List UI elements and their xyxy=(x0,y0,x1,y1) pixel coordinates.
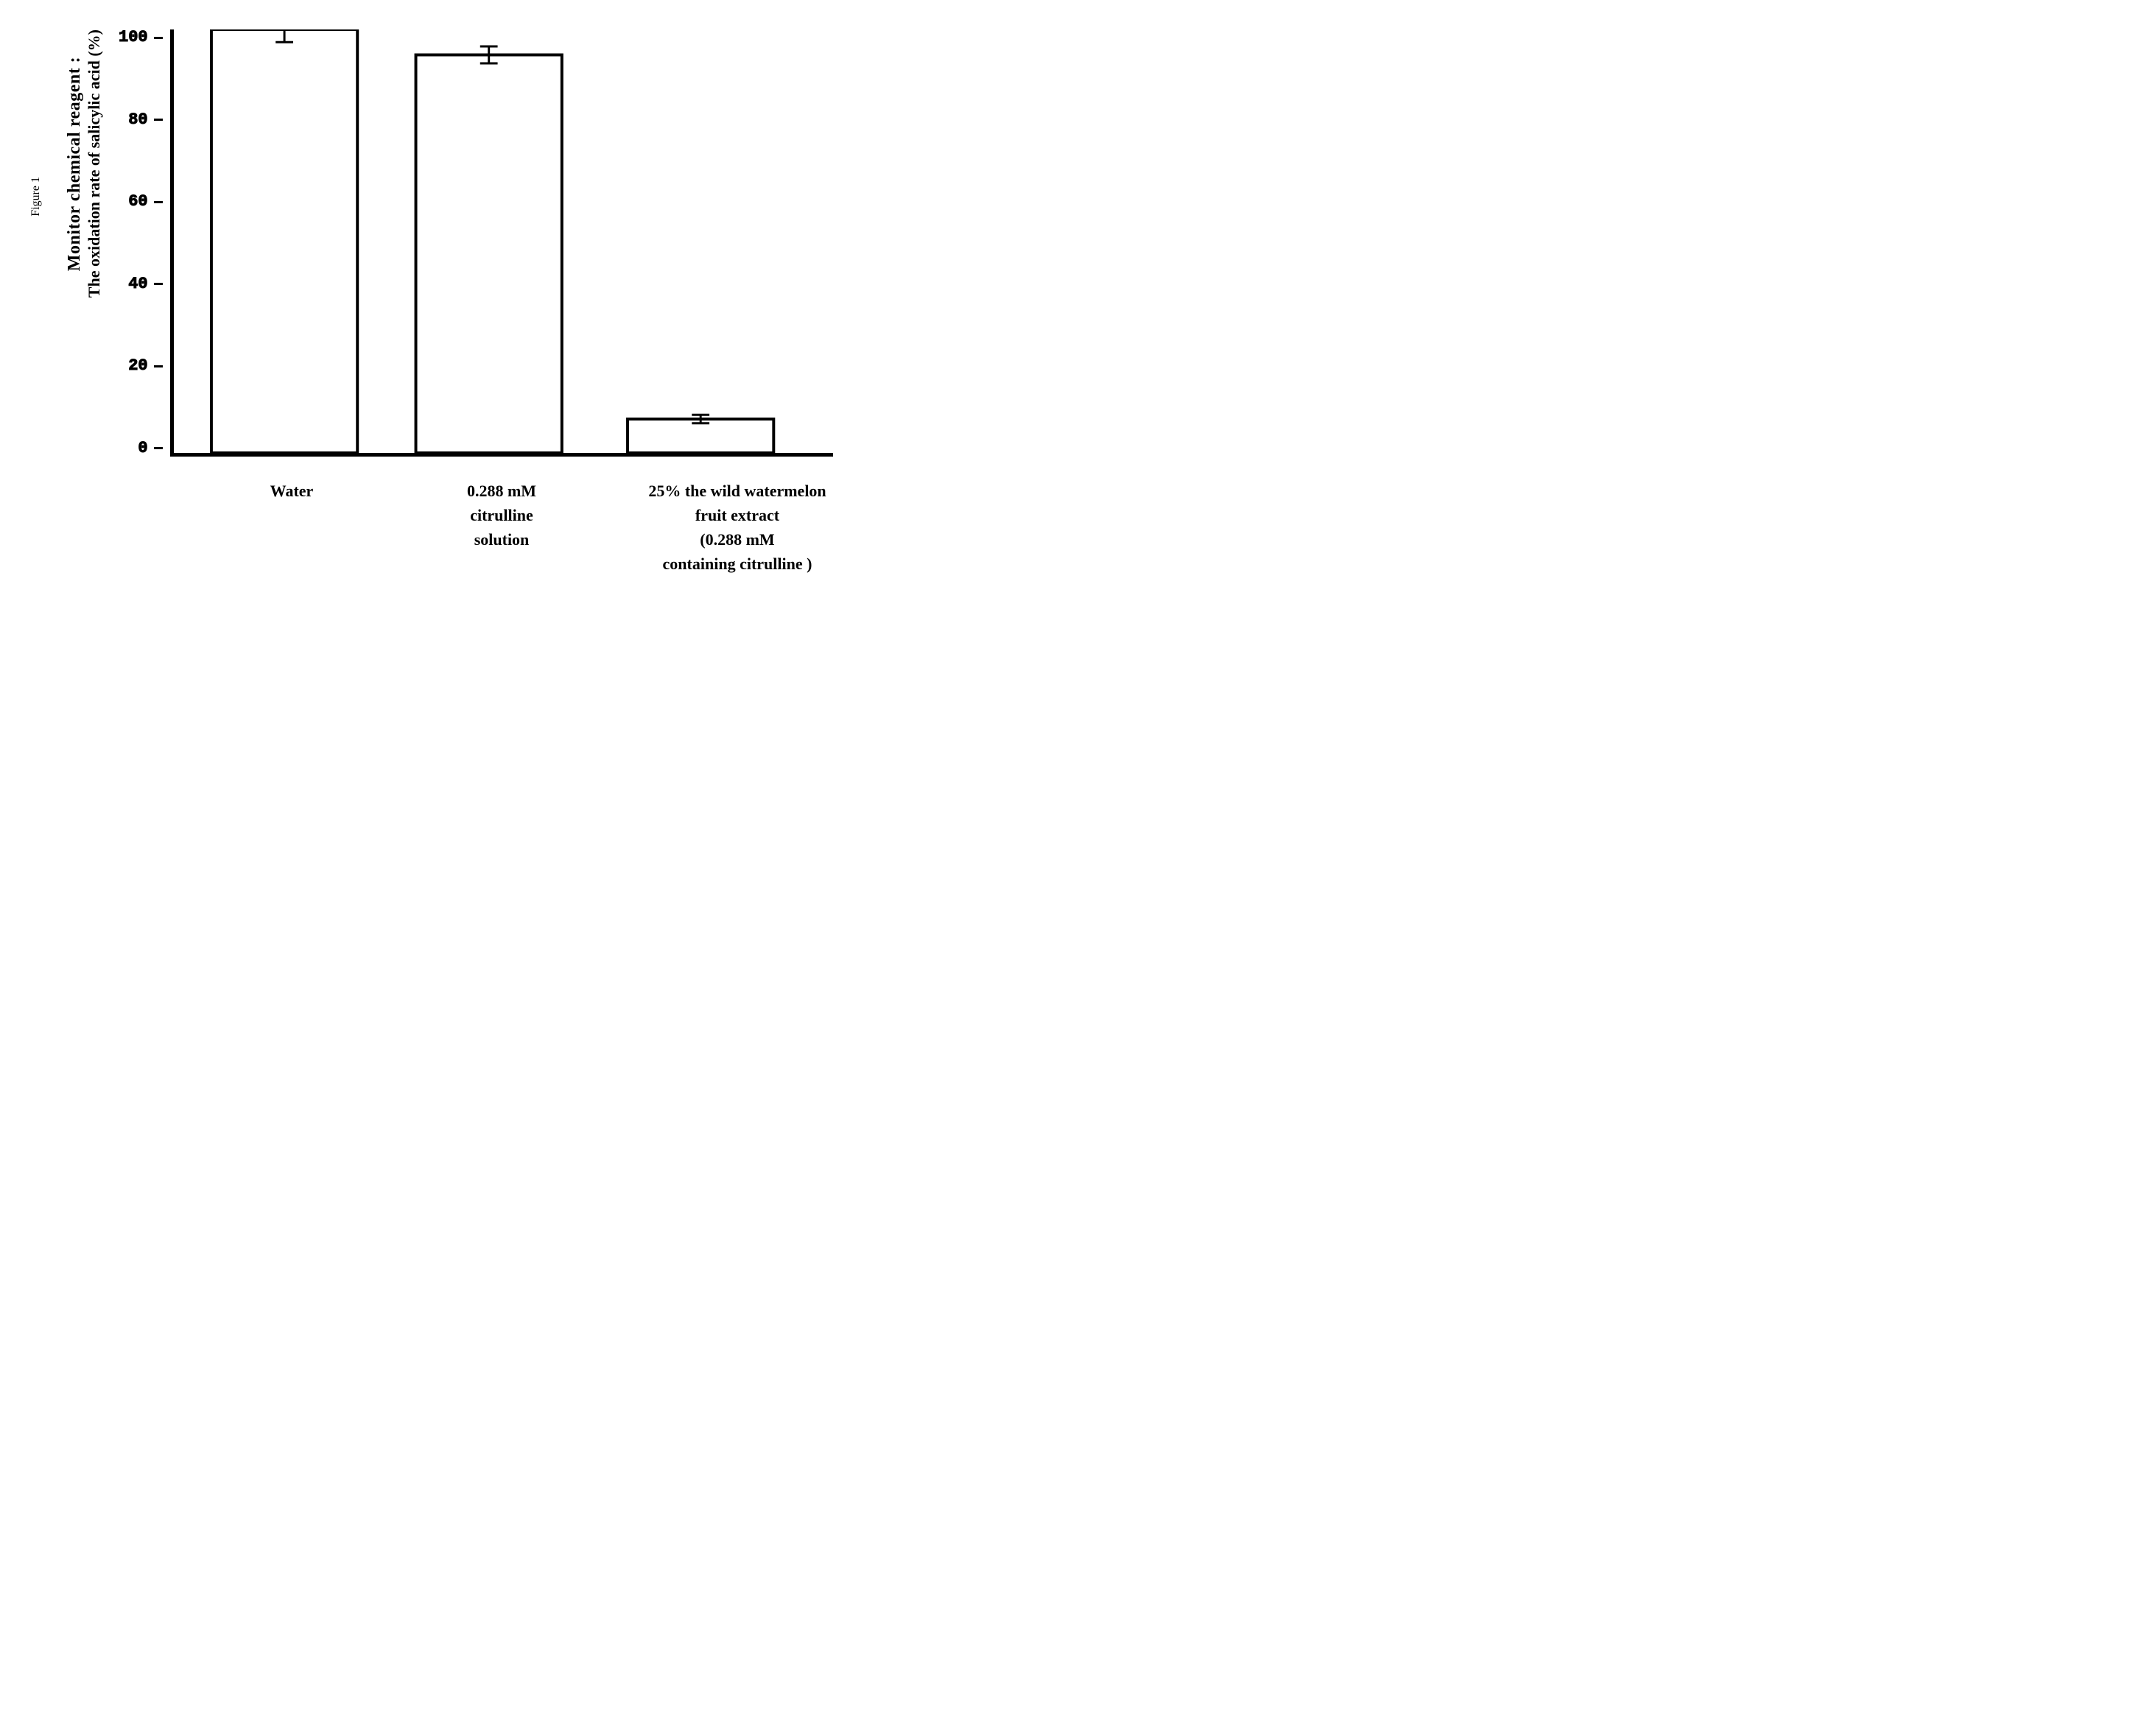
bar xyxy=(211,29,357,453)
y-axis-title-group: Monitor chemical reagent : The oxidation… xyxy=(65,29,104,298)
x-label-water: Water xyxy=(200,479,384,576)
bar-chart-plot xyxy=(170,29,833,457)
y-axis-subtitle: The oxidation rate of salicylic acid (%) xyxy=(85,29,104,298)
x-label-citrulline: 0.288 mMcitrullinesolution xyxy=(406,479,597,576)
y-tick: 100 xyxy=(119,29,163,46)
chart-container: Monitor chemical reagent : The oxidation… xyxy=(65,29,870,576)
y-tick: 60 xyxy=(128,194,162,210)
y-axis-title: Monitor chemical reagent : xyxy=(65,56,85,270)
y-tick: 20 xyxy=(128,358,162,374)
bar xyxy=(415,55,561,454)
y-ticks: 100 80 60 40 20 0 xyxy=(119,29,163,457)
x-axis-labels: Water 0.288 mMcitrullinesolution 25% the… xyxy=(170,479,870,576)
y-tick: 80 xyxy=(128,112,162,128)
x-label-extract: 25% the wild watermelonfruit extract(0.2… xyxy=(605,479,870,576)
chart-area: 100 80 60 40 20 0 Water 0.288 mMcitrulli… xyxy=(119,29,870,576)
plot-area: 100 80 60 40 20 0 xyxy=(119,29,870,457)
y-tick: 40 xyxy=(128,276,162,292)
y-tick: 0 xyxy=(138,440,162,457)
figure-label: Figure 1 xyxy=(29,177,43,217)
